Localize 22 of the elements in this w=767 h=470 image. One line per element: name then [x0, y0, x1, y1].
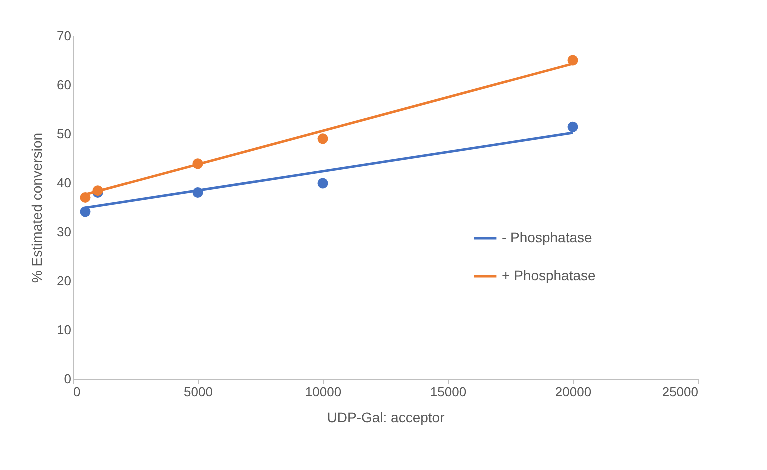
y-axis-title: % Estimated conversion — [29, 132, 46, 284]
y-tick-label: 10 — [57, 322, 72, 338]
x-tick-label: 0 — [74, 384, 81, 400]
y-tick-label: 70 — [57, 28, 72, 44]
x-tick-label: 15000 — [430, 384, 467, 400]
y-tick-label: 0 — [64, 372, 72, 386]
y-tick-label: 20 — [57, 274, 72, 288]
y-tick-label: 60 — [57, 78, 72, 92]
y-tick-label: 50 — [57, 126, 72, 142]
x-tick-label: 10000 — [305, 384, 342, 400]
point — [80, 206, 91, 218]
x-axis-title: UDP-Gal: acceptor — [327, 410, 446, 426]
y-tick-label: 40 — [57, 176, 72, 190]
legend-label: + Phosphatase — [502, 268, 596, 284]
x-tick-label: 20000 — [555, 384, 592, 400]
legend-label: - Phosphatase — [502, 230, 592, 246]
y-tick-label: 30 — [57, 224, 72, 240]
point — [318, 134, 328, 144]
point — [318, 178, 328, 189]
x-tick-label: 25000 — [662, 384, 698, 400]
point — [568, 122, 578, 132]
x-tick-label: 5000 — [184, 384, 213, 400]
